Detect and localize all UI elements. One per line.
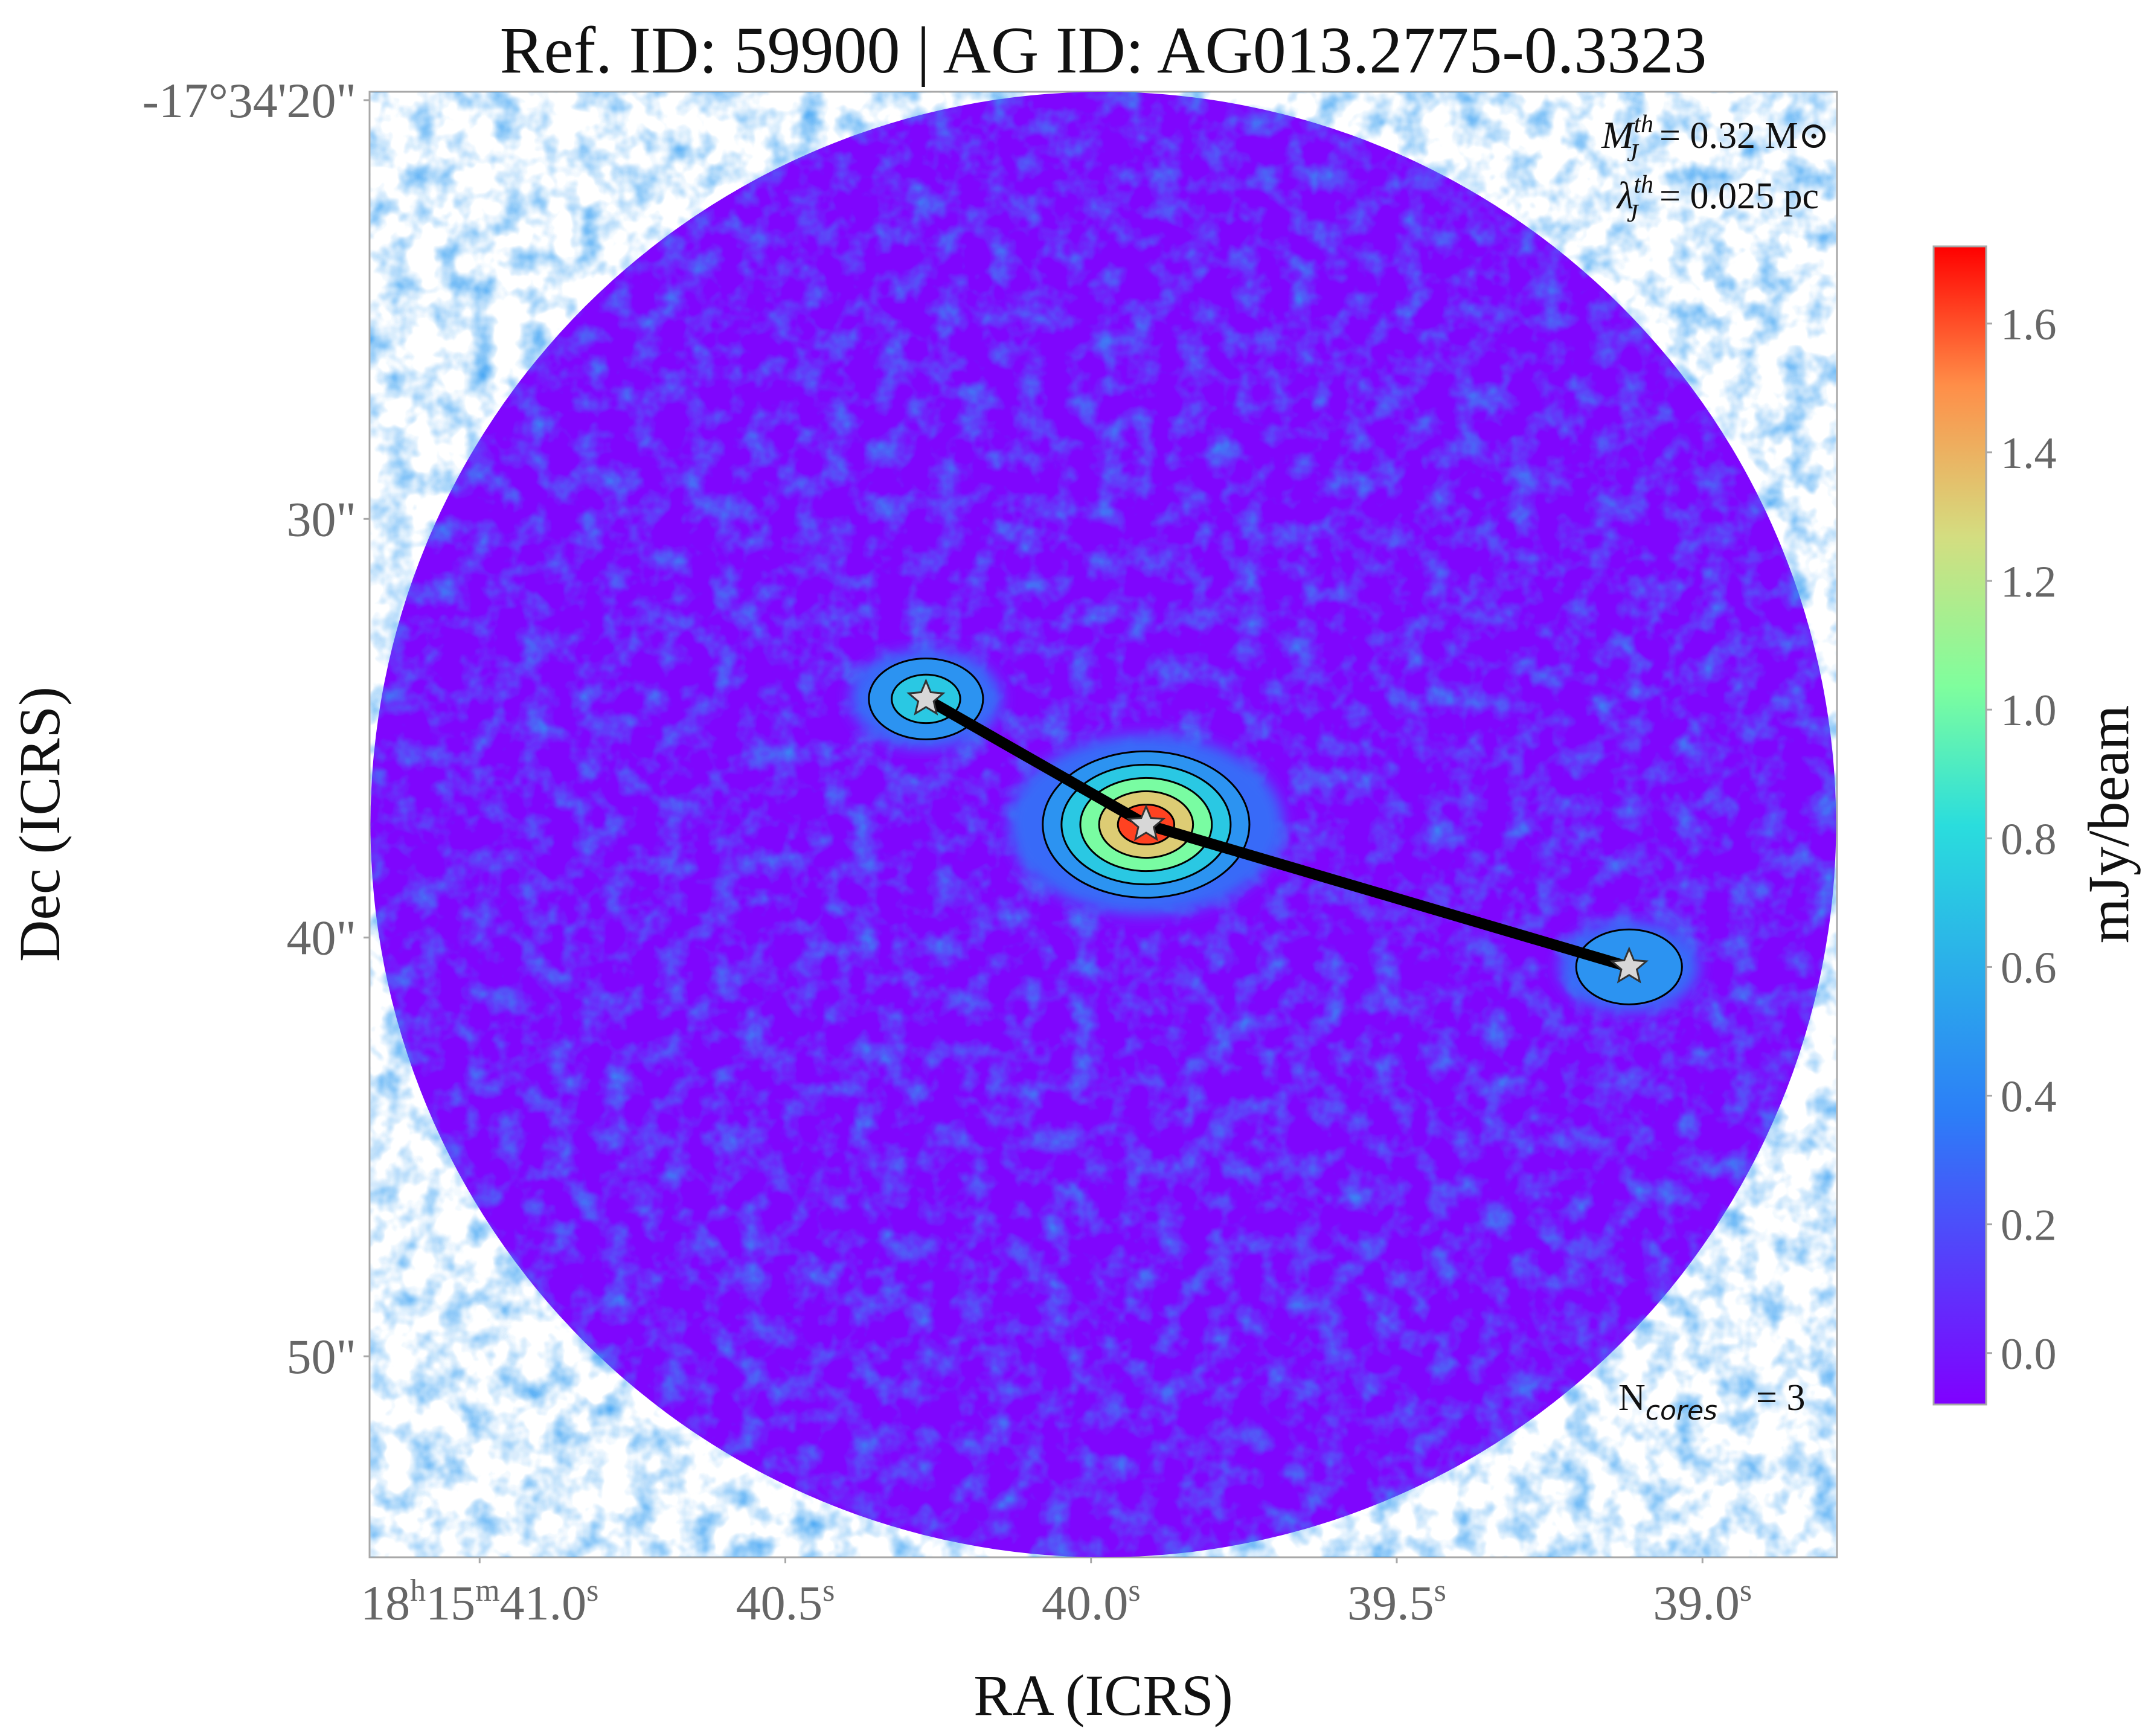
chart-title: Ref. ID: 59900 | AG ID: AG013.2775-0.332… <box>500 13 1707 87</box>
y-axis-label: Dec (ICRS) <box>7 687 72 962</box>
x-ticks: 18h15m41.0s 40.5s 40.0s 39.5s 39.0s <box>361 1557 1752 1630</box>
mst-edge <box>920 693 1152 830</box>
jeans-length-label: = 0.025 pc <box>1659 176 1819 217</box>
y-tick-label: 50" <box>287 1329 356 1384</box>
jeans-annotation: Mth J = 0.32 M⊙ λth J = 0.025 pc <box>1601 111 1830 228</box>
x-tick-label: 40.0s <box>1042 1574 1141 1630</box>
colorbar-tick-label: 0.6 <box>2001 943 2057 993</box>
colorbar-tick-label: 1.2 <box>2001 557 2057 607</box>
colorbar-tick-label: 0.0 <box>2001 1330 2057 1379</box>
emission-map <box>370 92 1836 1557</box>
colorbar <box>1932 245 1987 1406</box>
colorbar-label: mJy/beam <box>2076 705 2141 944</box>
mst-edge <box>1140 819 1635 973</box>
x-axis-label: RA (ICRS) <box>973 1663 1233 1728</box>
colorbar-ticks: 0.0 0.2 0.4 0.6 0.8 1.0 1.2 1.4 1.6 <box>1986 300 2057 1379</box>
y-tick-label: 40" <box>287 911 356 966</box>
jeans-mass-label: = 0.32 M⊙ <box>1659 115 1830 156</box>
colorbar-tick-label: 0.8 <box>2001 815 2057 864</box>
colorbar-tick-label: 1.0 <box>2001 686 2057 735</box>
y-tick-label: -17°34'20" <box>143 73 356 128</box>
ncores-value: = 3 <box>1756 1377 1805 1418</box>
x-tick-label: 39.0s <box>1653 1574 1752 1630</box>
colorbar-tick-label: 0.2 <box>2001 1201 2057 1251</box>
core-star-marker <box>1609 946 1649 984</box>
core-star-marker <box>1126 804 1166 841</box>
y-tick-label: 30" <box>287 492 356 546</box>
colorbar-tick-label: 0.4 <box>2001 1072 2057 1122</box>
colorbar-tick-label: 1.6 <box>2001 300 2057 350</box>
x-tick-label: 40.5s <box>736 1574 835 1630</box>
y-ticks: -17°34'20" 30" 40" 50" <box>143 73 370 1384</box>
x-tick-label: 18h15m41.0s <box>361 1574 598 1630</box>
x-tick-label: 39.5s <box>1347 1574 1446 1630</box>
core-star-marker <box>906 678 946 716</box>
colorbar-tick-label: 1.4 <box>2001 429 2057 478</box>
